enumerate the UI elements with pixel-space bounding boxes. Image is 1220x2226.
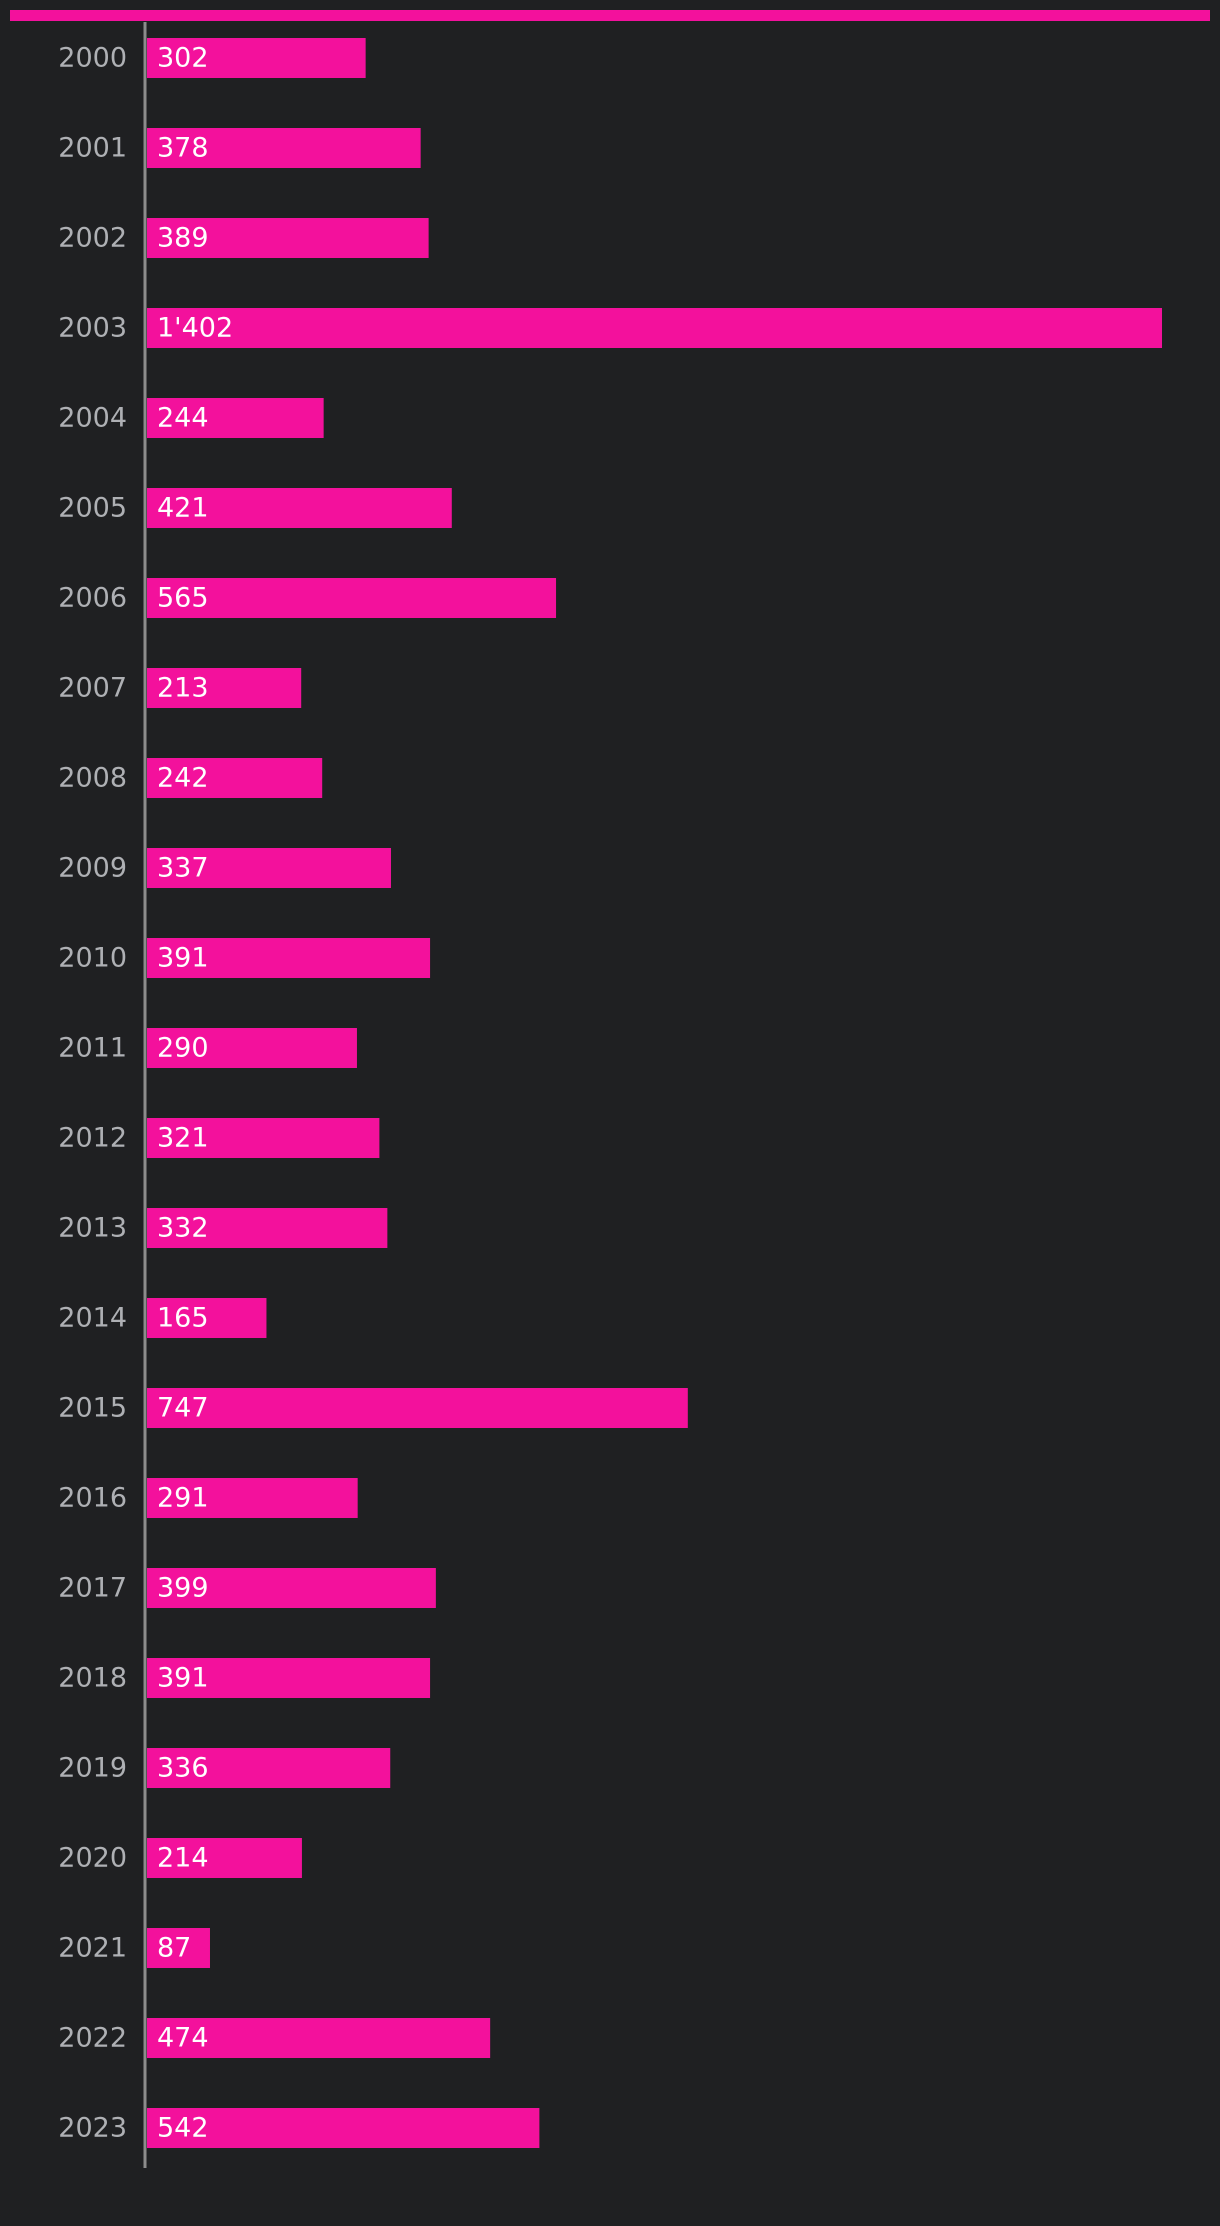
year-label: 2018 [58,1663,127,1694]
bar [147,938,431,978]
year-label: 2016 [58,1483,127,1514]
year-label: 2002 [58,223,127,254]
bar [147,1028,357,1068]
bar [147,488,452,528]
year-label: 2011 [58,1033,127,1064]
bar [147,1478,358,1518]
value-label: 337 [157,853,209,884]
year-label: 2014 [58,1303,127,1334]
value-label: 391 [157,943,209,974]
bar [147,1118,380,1158]
bar [147,1658,431,1698]
bar [147,1928,210,1968]
value-label: 421 [157,493,209,524]
bar [147,2018,491,2058]
value-label: 87 [157,1933,191,1964]
value-label: 474 [157,2023,209,2054]
year-label: 2017 [58,1573,127,1604]
bar [147,578,557,618]
value-label: 378 [157,133,209,164]
year-label: 2012 [58,1123,127,1154]
bars-group: 2000 302 2001 378 2002 389 2003 1'402 2004 244 200… [58,38,1162,2148]
year-label: 2021 [58,1933,127,1964]
bar [147,848,391,888]
value-label: 165 [157,1303,209,1334]
year-label: 2009 [58,853,127,884]
value-label: 332 [157,1213,209,1244]
value-label: 213 [157,673,209,704]
bar [147,2108,540,2148]
year-label: 2019 [58,1753,127,1784]
year-label: 2022 [58,2023,127,2054]
value-label: 290 [157,1033,209,1064]
bar [147,1748,391,1788]
bar [147,1568,436,1608]
value-label: 214 [157,1843,209,1874]
year-label: 2015 [58,1393,127,1424]
bar [147,398,324,438]
value-label: 244 [157,403,209,434]
value-label: 1'402 [157,313,233,344]
value-label: 542 [157,2113,209,2144]
bar [147,128,421,168]
bar [147,668,302,708]
bar [147,1388,688,1428]
value-label: 747 [157,1393,209,1424]
value-label: 565 [157,583,209,614]
top-accent-bar [10,10,1210,21]
year-label: 2003 [58,313,127,344]
bar [147,1298,267,1338]
bar [147,308,1162,348]
value-label: 336 [157,1753,209,1784]
year-label: 2013 [58,1213,127,1244]
year-label: 2006 [58,583,127,614]
year-label: 2010 [58,943,127,974]
year-label: 2004 [58,403,127,434]
year-label: 2008 [58,763,127,794]
value-label: 399 [157,1573,209,1604]
year-label: 2023 [58,2113,127,2144]
bar [147,1838,302,1878]
value-label: 389 [157,223,209,254]
year-label: 2000 [58,43,127,74]
year-label: 2001 [58,133,127,164]
year-label: 2005 [58,493,127,524]
bar [147,38,366,78]
bar [147,218,429,258]
year-label: 2020 [58,1843,127,1874]
value-label: 321 [157,1123,209,1154]
value-label: 302 [157,43,209,74]
bar [147,1208,388,1248]
bar [147,758,323,798]
year-label: 2007 [58,673,127,704]
value-label: 291 [157,1483,209,1514]
value-label: 391 [157,1663,209,1694]
value-label: 242 [157,763,209,794]
